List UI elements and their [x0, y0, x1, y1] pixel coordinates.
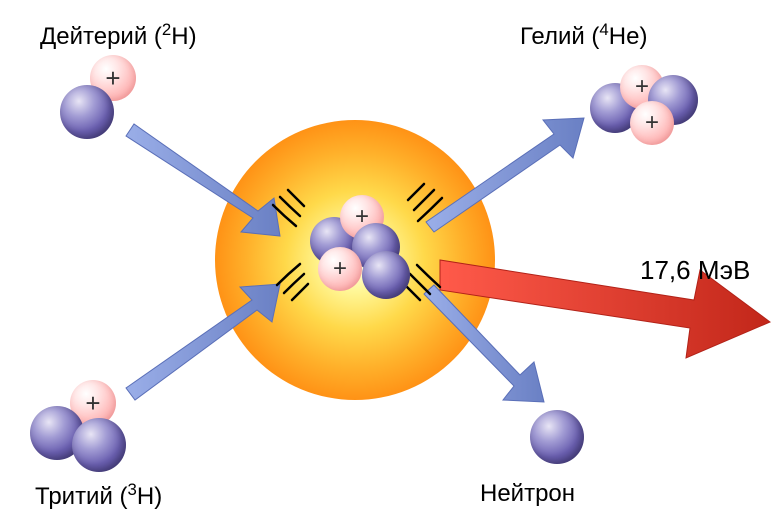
label-deuterium: Дейтерий (2H)	[40, 20, 197, 51]
proton: +	[318, 247, 362, 291]
label-energy: 17,6 МэВ	[640, 255, 750, 286]
neutron	[362, 251, 410, 299]
plus-icon: +	[645, 111, 659, 135]
neutron	[530, 410, 584, 464]
plus-icon: +	[85, 390, 100, 416]
plus-icon: +	[635, 75, 649, 99]
plus-icon: +	[105, 65, 120, 91]
label-helium: Гелий (4He)	[520, 20, 647, 51]
neutron	[60, 85, 114, 139]
label-neutron: Нейтрон	[480, 480, 575, 508]
neutron	[72, 418, 126, 472]
label-tritium: Тритий (3H)	[35, 480, 162, 511]
plus-icon: +	[333, 257, 347, 281]
proton: +	[630, 101, 674, 145]
